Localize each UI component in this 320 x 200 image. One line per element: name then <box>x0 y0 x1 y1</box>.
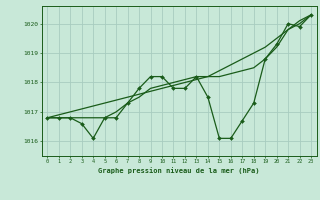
X-axis label: Graphe pression niveau de la mer (hPa): Graphe pression niveau de la mer (hPa) <box>99 167 260 174</box>
